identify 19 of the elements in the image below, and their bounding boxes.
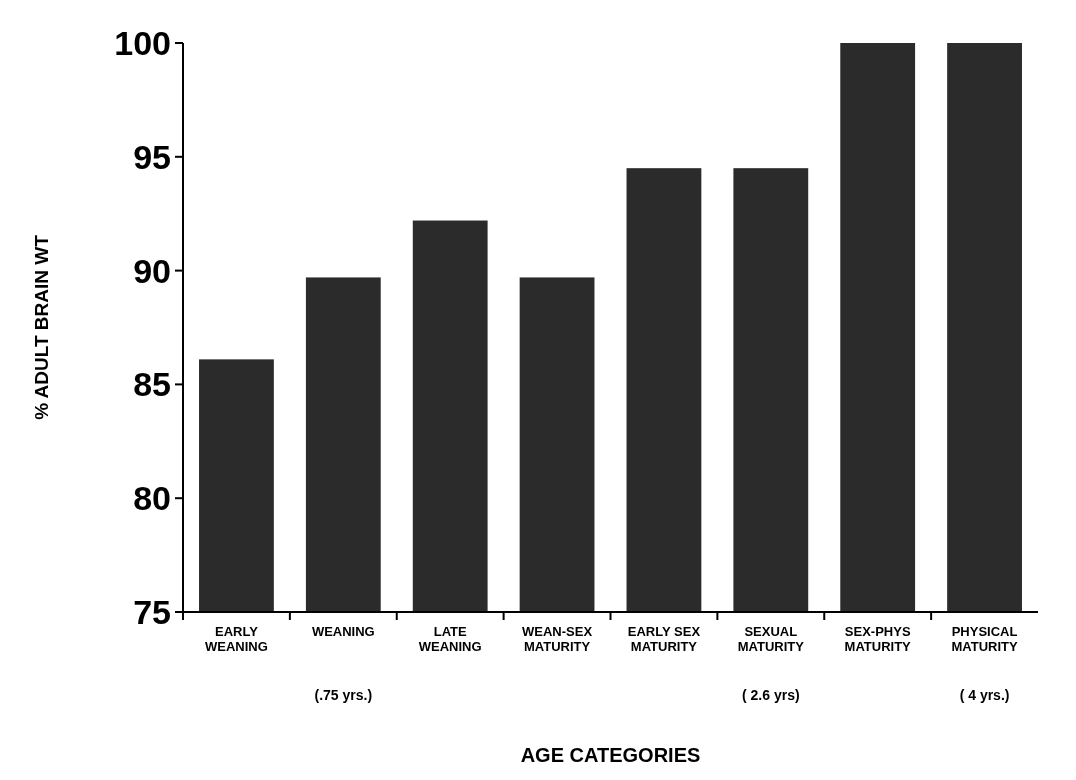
x-tick-label: PHYSICAL MATURITY <box>951 624 1018 654</box>
text: ( 4 yrs.) <box>959 687 1010 703</box>
x-tick-label: WEANING <box>311 624 375 639</box>
y-tick-label: 85 <box>133 365 171 404</box>
x-tick-label: LATE WEANING <box>418 624 482 654</box>
x-tick-label: WEAN-SEX MATURITY <box>522 624 593 654</box>
y-tick-label: 75 <box>133 592 171 631</box>
x-tick-label: SEX-PHYS MATURITY <box>844 624 912 654</box>
y-tick-label: 90 <box>133 251 171 290</box>
y-tick-label: 80 <box>133 479 171 518</box>
x-axis-title: AGE CATEGORIES <box>520 744 701 766</box>
x-tick-label: EARLY SEX MATURITY <box>627 624 701 654</box>
y-axis-title: % ADULT BRAIN WT <box>31 234 52 420</box>
x-tick-label: SEXUAL MATURITY <box>737 624 805 654</box>
text: (.75 yrs.) <box>314 687 373 703</box>
x-tick-label: EARLY WEANING <box>205 624 268 654</box>
y-tick-label: 100 <box>114 23 171 62</box>
text: ( 2.6 yrs) <box>742 687 800 703</box>
y-tick-label: 95 <box>133 137 171 176</box>
